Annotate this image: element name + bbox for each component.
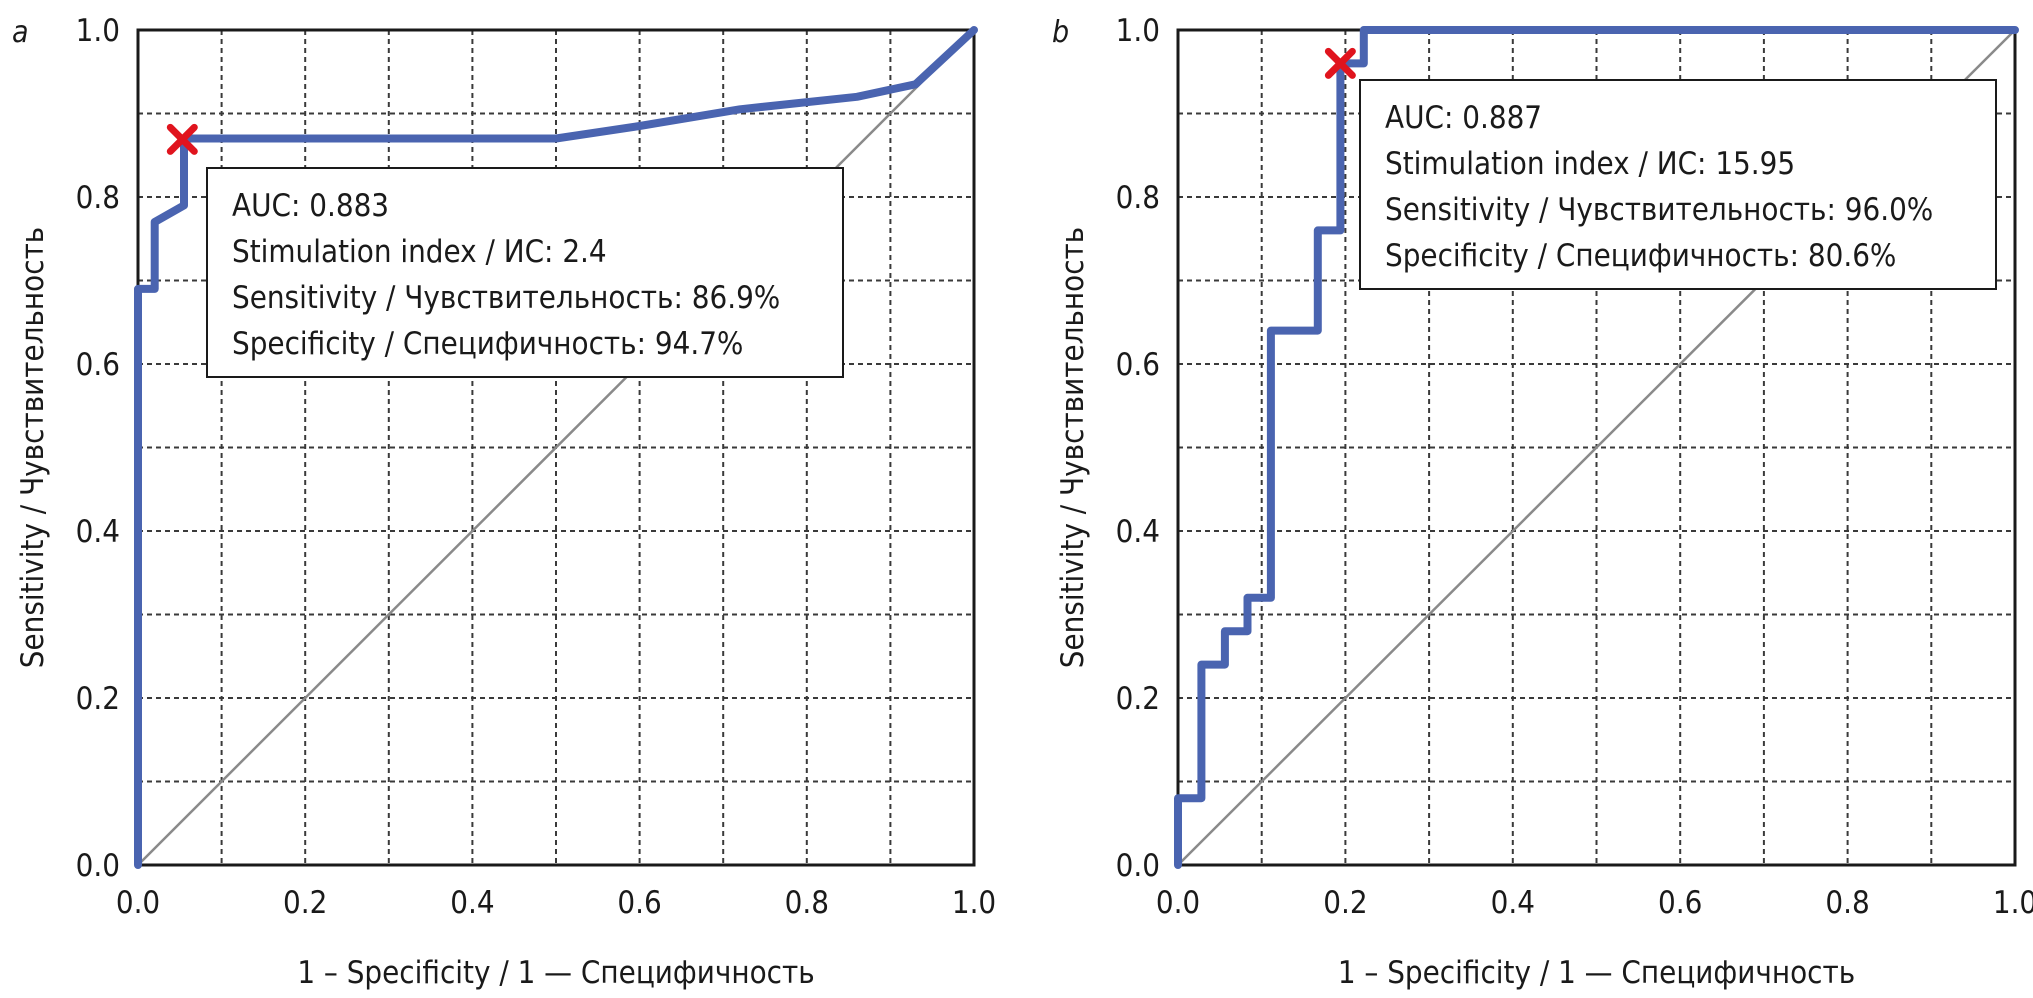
x-tick-label: 0.2	[1323, 885, 1367, 921]
roc-panel-b: 0.0 0.2 0.4 0.6 0.8 1.0 0.0 0.2 0.4 0.6 0.8 1.0 1 – …	[1052, 13, 2033, 991]
panel-letter: b	[1052, 15, 1069, 50]
roc-curve-line	[1174, 26, 2019, 869]
roc-panel-a: 0.0 0.2 0.4 0.6 0.8 1.0 0.0 0.2 0.4 0.6 0.8 1.0 1 – …	[12, 13, 996, 991]
y-tick-label: 1.0	[1116, 13, 1160, 49]
annotation-line: Sensitivity / Чувствительность: 96.0%	[1385, 192, 1933, 228]
roc-curve-line	[134, 26, 978, 869]
x-tick-label: 0.8	[1825, 885, 1869, 921]
y-tick-label: 0.8	[76, 180, 120, 216]
annotation-line: Stimulation index / ИС: 2.4	[232, 234, 607, 270]
annotation-line: Stimulation index / ИС: 15.95	[1385, 146, 1795, 182]
x-tick-label: 0.4	[450, 885, 494, 921]
x-tick-label: 0.0	[1156, 885, 1200, 921]
optimal-cutoff-marker	[166, 123, 198, 155]
x-axis-title: 1 – Specificity / 1 — Специфичность	[297, 955, 814, 991]
x-tick-label: 0.6	[1658, 885, 1702, 921]
y-tick-label: 0.2	[1116, 681, 1160, 717]
annotation-box	[1359, 79, 1997, 290]
panel-letter: a	[12, 15, 29, 50]
x-tick-label: 0.6	[617, 885, 661, 921]
marker-stroke	[166, 123, 198, 155]
annotation-line: Sensitivity / Чувствительность: 86.9%	[232, 280, 780, 316]
y-axis-title: Sensitivity / Чувствительность	[1055, 227, 1091, 668]
annotation-line: Specificity / Специфичность: 80.6%	[1385, 238, 1896, 274]
annotation-line: Specificity / Специфичность: 94.7%	[232, 326, 743, 362]
y-tick-label: 0.8	[1116, 180, 1160, 216]
reference-diagonal-line	[137, 29, 975, 866]
annotation-line: AUC: 0.887	[1385, 100, 1542, 136]
x-tick-label: 1.0	[952, 885, 996, 921]
y-tick-label: 0.0	[76, 848, 120, 884]
y-tick-label: 0.2	[76, 681, 120, 717]
x-tick-label: 0.4	[1491, 885, 1535, 921]
y-tick-label: 0.6	[1116, 347, 1160, 383]
x-axis-title: 1 – Specificity / 1 — Специфичность	[1338, 955, 1855, 991]
y-axis-title: Sensitivity / Чувствительность	[15, 227, 51, 668]
x-tick-label: 1.0	[1993, 885, 2033, 921]
annotation-line: AUC: 0.883	[232, 188, 389, 224]
x-tick-label: 0.0	[116, 885, 160, 921]
y-tick-label: 0.6	[76, 347, 120, 383]
y-tick-label: 0.4	[76, 514, 120, 550]
marker-stroke	[1324, 47, 1356, 79]
annotation-box	[206, 167, 844, 378]
x-tick-label: 0.8	[785, 885, 829, 921]
x-tick-label: 0.2	[283, 885, 327, 921]
y-tick-label: 0.4	[1116, 514, 1160, 550]
y-tick-label: 0.0	[1116, 848, 1160, 884]
optimal-cutoff-marker	[1324, 47, 1356, 79]
y-tick-label: 1.0	[76, 13, 120, 49]
